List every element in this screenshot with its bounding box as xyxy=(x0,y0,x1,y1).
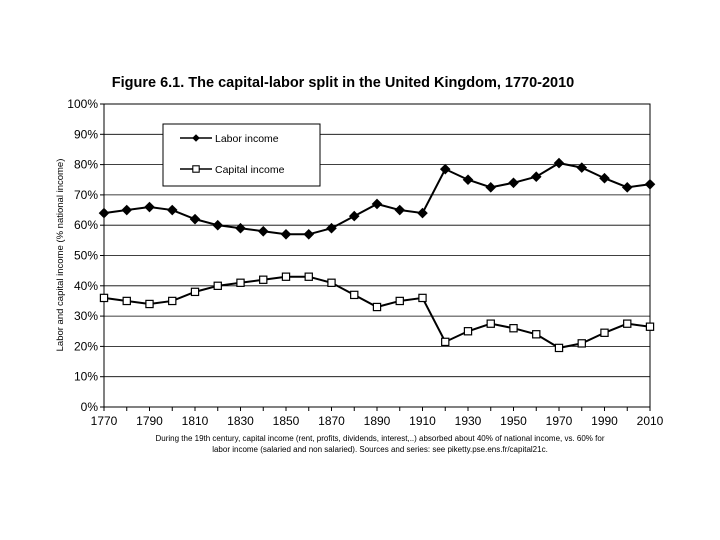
data-point-diamond xyxy=(303,228,315,240)
series-capital-income xyxy=(99,272,655,353)
series-layer xyxy=(98,157,656,353)
data-point-diamond xyxy=(348,210,360,222)
axes: 0% 10% 20% 30% 40% 50% 60% 70% 80% 90% 100% 1770 179… xyxy=(67,97,663,428)
data-point-square xyxy=(532,330,541,339)
data-point-square xyxy=(213,281,222,291)
y-tick-label: 80% xyxy=(74,158,98,172)
data-point-diamond xyxy=(235,222,246,234)
data-point-diamond xyxy=(439,163,451,175)
data-point-diamond xyxy=(417,207,428,219)
data-point-square xyxy=(623,319,632,328)
data-point-square xyxy=(236,278,245,287)
data-point-diamond xyxy=(508,177,519,189)
data-point-square xyxy=(372,302,382,312)
y-axis-label: Labor and capital income (% national inc… xyxy=(55,159,66,352)
y-tick-label: 30% xyxy=(74,309,98,323)
data-point-diamond xyxy=(371,198,383,210)
data-point-diamond xyxy=(326,222,337,234)
y-tick-label: 100% xyxy=(67,97,98,111)
data-point-square xyxy=(554,343,564,353)
data-point-square xyxy=(418,293,427,303)
data-point-diamond xyxy=(189,213,201,225)
x-tick-label: 1770 xyxy=(91,414,118,428)
legend-box xyxy=(162,123,321,187)
data-point-square xyxy=(463,327,473,336)
data-point-diamond xyxy=(280,228,292,240)
data-point-diamond xyxy=(257,225,269,237)
caption-line-2: labor income (salaried and non salaried)… xyxy=(212,445,548,454)
data-point-square xyxy=(441,337,450,347)
y-tick-label: 40% xyxy=(74,279,98,293)
data-point-diamond xyxy=(485,182,497,193)
data-point-square xyxy=(259,275,268,284)
x-tick-label: 1810 xyxy=(182,414,209,428)
y-tick-label: 70% xyxy=(74,188,98,202)
data-point-diamond xyxy=(166,204,178,216)
data-point-square xyxy=(486,319,495,328)
data-point-square xyxy=(509,324,518,333)
legend-marker-diamond xyxy=(192,134,200,142)
legend: Labor income Capital income xyxy=(162,123,321,187)
series-labor-income xyxy=(98,157,656,240)
chart-title: Figure 6.1. The capital-labor split in t… xyxy=(112,75,575,91)
legend-marker-square xyxy=(192,165,200,173)
data-point-diamond xyxy=(121,204,133,216)
legend-label: Labor income xyxy=(215,133,279,145)
y-tick-label: 60% xyxy=(74,218,98,232)
x-tick-label: 1970 xyxy=(546,414,573,428)
data-point-square xyxy=(190,287,200,297)
data-point-square xyxy=(281,272,291,281)
data-point-diamond xyxy=(462,174,474,186)
x-tick-label: 1850 xyxy=(273,414,300,428)
data-point-diamond xyxy=(644,178,656,190)
caption-line-1: During the 19th century, capital income … xyxy=(156,434,605,443)
x-tick-label: 2010 xyxy=(637,414,664,428)
data-point-square xyxy=(99,293,109,303)
y-tick-label: 90% xyxy=(74,127,98,141)
data-point-diamond xyxy=(530,171,542,183)
x-tick-label: 1950 xyxy=(500,414,527,428)
data-point-square xyxy=(600,328,609,337)
data-point-square xyxy=(122,296,131,306)
data-point-diamond xyxy=(621,182,633,193)
data-point-diamond xyxy=(98,207,110,219)
data-point-square xyxy=(350,290,359,300)
x-tick-label: 1930 xyxy=(455,414,482,428)
legend-item: Labor income xyxy=(180,133,279,145)
x-tick-label: 1890 xyxy=(364,414,391,428)
y-tick-label: 10% xyxy=(74,370,98,384)
data-point-square xyxy=(145,299,154,309)
series-line xyxy=(103,275,651,349)
y-tick-label: 20% xyxy=(74,339,98,353)
x-tick-label: 1870 xyxy=(318,414,345,428)
x-tick-label: 1790 xyxy=(136,414,163,428)
x-tick-label: 1990 xyxy=(591,414,618,428)
data-point-diamond xyxy=(576,162,588,173)
legend-label: Capital income xyxy=(215,164,285,176)
data-point-diamond xyxy=(553,157,565,169)
data-point-square xyxy=(168,296,177,306)
y-tick-label: 50% xyxy=(74,249,98,263)
data-point-diamond xyxy=(394,204,406,216)
data-point-square xyxy=(304,272,313,281)
data-point-square xyxy=(577,339,586,348)
data-point-square xyxy=(645,322,655,331)
data-point-square xyxy=(327,278,336,287)
legend-item: Capital income xyxy=(180,164,285,176)
x-tick-label: 1910 xyxy=(409,414,436,428)
data-point-diamond xyxy=(144,201,155,213)
data-point-square xyxy=(395,296,404,306)
data-point-diamond xyxy=(212,219,224,231)
x-tick-label: 1830 xyxy=(227,414,254,428)
data-point-diamond xyxy=(599,172,610,184)
y-tick-label: 0% xyxy=(81,400,99,414)
